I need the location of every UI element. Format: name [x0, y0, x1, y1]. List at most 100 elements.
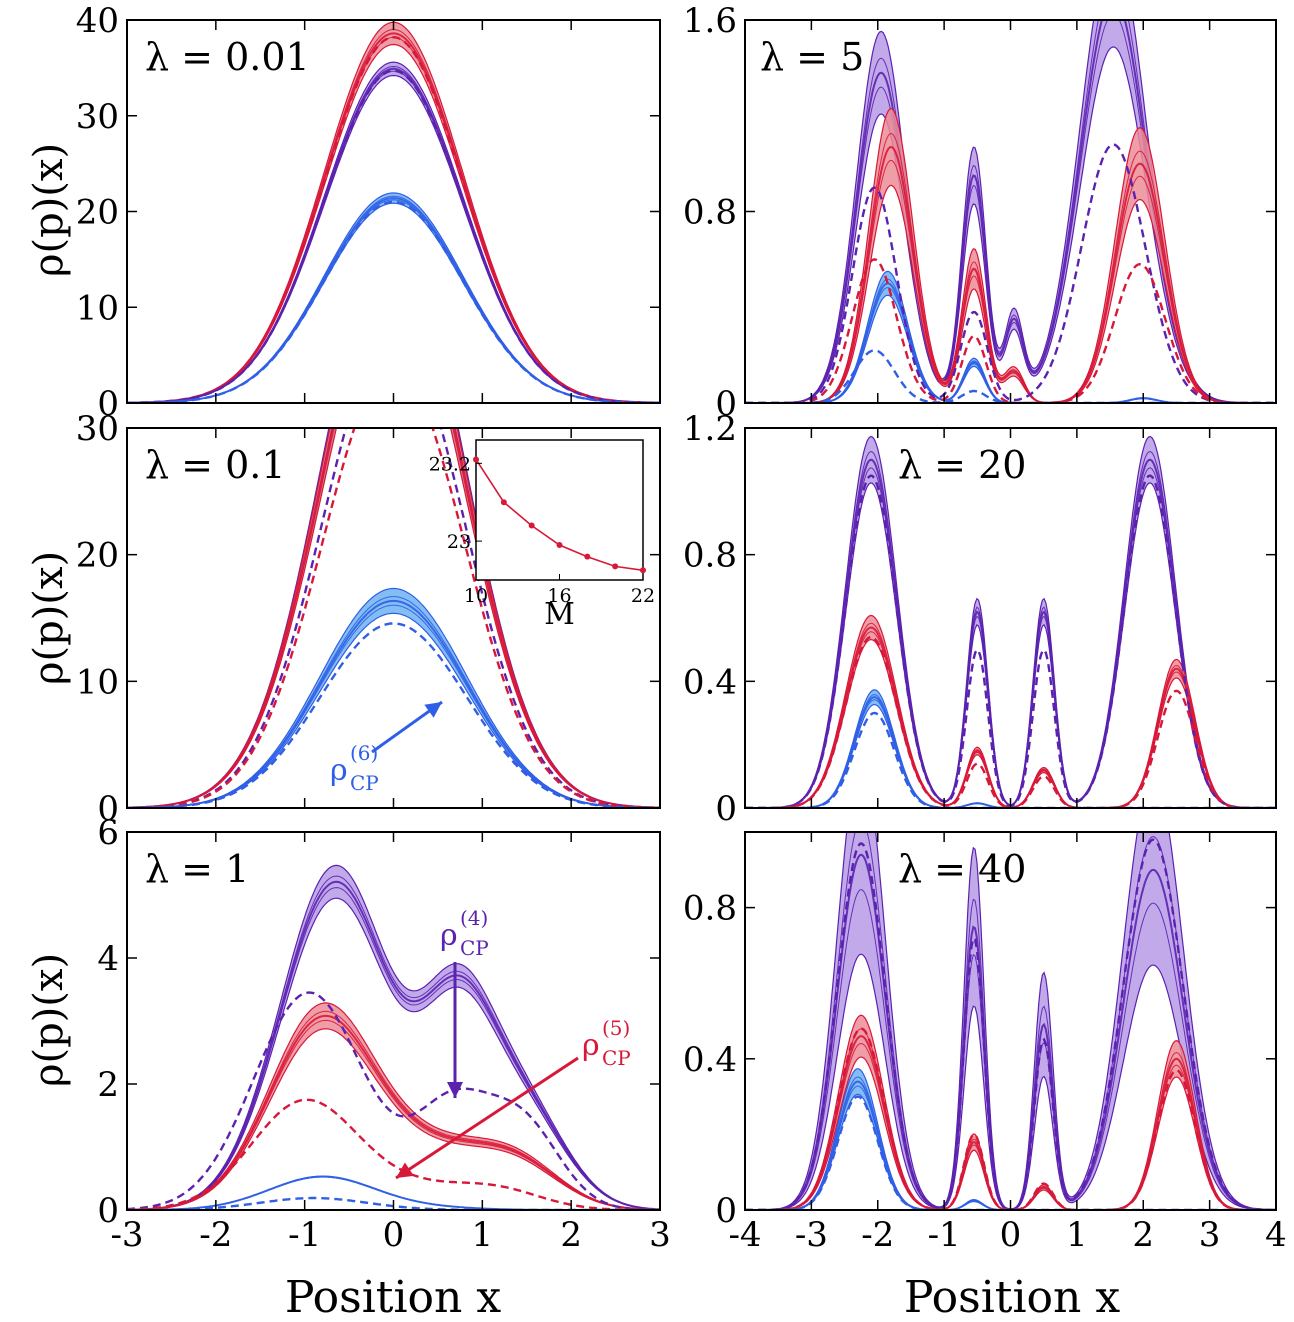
line-ρ(6)-0: [127, 195, 660, 403]
y-tick-label: 0: [97, 1191, 119, 1231]
band-ρ(5): [127, 21, 660, 403]
dashed-ρCP(5): [745, 1027, 1276, 1210]
annotation-sub: CP: [602, 1046, 631, 1070]
band-ρ(5): [127, 1002, 660, 1210]
band-ρ(4): [127, 61, 660, 403]
x-tick-label: 4: [1265, 1215, 1287, 1255]
lambda-label: λ = 0.1: [145, 443, 286, 487]
y-axis-title-row1: ρ(p)(x): [26, 143, 72, 277]
line-ρ(5)-2: [127, 428, 660, 808]
line-ρ(6)-2: [745, 696, 1276, 808]
x-tick-label: -4: [728, 1215, 761, 1255]
annotation-arrowhead: [447, 1082, 463, 1098]
band-ρ(4): [127, 864, 660, 1210]
y-tick-label: 0: [715, 789, 737, 829]
annotation-text: ρ: [330, 753, 348, 788]
y-tick-label: 4: [97, 939, 119, 979]
dashed-ρCP(6): [127, 622, 660, 808]
inset-point: [612, 563, 619, 570]
y-axis-title-text: ρ(p)(x): [26, 551, 72, 685]
x-tick-label: 1: [1066, 1215, 1088, 1255]
band-ρ(6): [745, 270, 1276, 403]
x-tick-label: -2: [199, 1215, 232, 1255]
line-ρ(5)-1: [745, 160, 1276, 403]
line-ρ(4)-2: [745, 458, 1276, 808]
panel-d: 0 0.4 0.8 1.2 λ = 20: [683, 409, 1277, 829]
y-tick-label: 0.8: [683, 889, 737, 929]
line-ρ(4)-1: [745, 467, 1276, 808]
inset: 10 16 22 23 23.2 M: [429, 439, 655, 632]
y-tick-label: 30: [76, 97, 119, 137]
y-tick-label: 10: [76, 662, 119, 702]
line-ρ(5)-0: [745, 622, 1276, 808]
x-tick-label: -1: [288, 1215, 321, 1255]
dashed-ρCP(4): [127, 69, 660, 403]
annotation-sup: (6): [350, 741, 378, 765]
inset-frame: [475, 439, 644, 581]
band-ρ(6): [127, 587, 660, 808]
line-ρ(6)-1: [745, 699, 1276, 808]
y-tick-label: 0: [97, 789, 119, 829]
inset-y-tick-label: 23: [447, 531, 471, 553]
annotation-sup: (4): [460, 906, 488, 930]
y-axis-title-text: ρ(p)(x): [26, 953, 72, 1087]
line-ρ(4)-0: [745, 451, 1276, 808]
line-ρ(5)-0: [127, 28, 660, 403]
line-ρ(5)-0: [745, 133, 1276, 403]
plot-area: [127, 21, 660, 403]
dashed-ρCP(5): [127, 428, 660, 808]
dashed-ρCP(6): [127, 200, 660, 403]
x-tick-label: 2: [1132, 1215, 1154, 1255]
x-tick-label: 2: [560, 1215, 582, 1255]
y-tick-label: 0: [715, 384, 737, 424]
y-tick-label: 0: [97, 384, 119, 424]
panel-a: 0 10 20 30 40 λ = 0.01: [76, 1, 661, 424]
y-tick-label: 0.8: [683, 193, 737, 233]
annotation-cp5: ρ (5) CP: [395, 1016, 631, 1180]
panel-f: -4 -3 -2 -1 0 1 2 3 4 0 0.4 0.8 λ = 40: [683, 831, 1287, 1255]
y-tick-label: 0: [715, 1191, 737, 1231]
line-ρ(5)-2: [127, 1014, 660, 1210]
y-tick-label: 20: [76, 536, 119, 576]
panel-b: 0 0.8 1.6 λ = 5: [683, 1, 1277, 424]
inset-point: [528, 522, 535, 529]
line-ρ(5)-2: [745, 626, 1276, 808]
annotation-sub: CP: [350, 771, 379, 795]
x-tick-label: 1: [472, 1215, 494, 1255]
annotation-arrowhead: [424, 702, 442, 718]
plot-area: [745, 435, 1276, 808]
y-tick-label: 30: [76, 409, 119, 449]
line-ρ(6)-1: [127, 199, 660, 403]
inset-point: [500, 499, 507, 506]
x-tick-label: 0: [383, 1215, 405, 1255]
line-ρ(4)-1: [127, 70, 660, 403]
lambda-label: λ = 0.01: [145, 35, 310, 79]
plot-area: [127, 864, 660, 1210]
dashed-ρCP(4): [745, 143, 1276, 403]
y-axis-title-text: ρ(p)(x): [26, 143, 72, 277]
x-axis-title-left: Position x: [285, 1272, 502, 1322]
line-ρ(4)-2: [127, 67, 660, 403]
y-axis-title-row2: ρ(p)(x): [26, 551, 72, 685]
annotation-sub: CP: [460, 936, 489, 960]
y-tick-label: 1.6: [683, 1, 737, 41]
y-tick-label: 40: [76, 1, 119, 41]
x-tick-label: -2: [861, 1215, 894, 1255]
lambda-label: λ = 40: [898, 847, 1026, 891]
band-ρ(5): [745, 108, 1276, 403]
line-ρ(4)-1: [127, 887, 660, 1210]
dashed-ρCP(4): [745, 474, 1276, 808]
y-tick-label: 2: [97, 1065, 119, 1105]
annotation-cp6: ρ (6) CP: [330, 700, 443, 795]
dashed-ρCP(4): [745, 838, 1276, 1210]
line-ρ(6)-2: [127, 197, 660, 403]
lambda-label: λ = 1: [145, 847, 249, 891]
inset-y-tick-label: 23.2: [429, 453, 471, 475]
annotation-sup: (5): [602, 1016, 630, 1040]
band-ρ(4): [745, 435, 1276, 808]
line-ρ(5)-1: [127, 36, 660, 403]
x-tick-label: 3: [1199, 1215, 1221, 1255]
annotation-arrowhead: [396, 1162, 414, 1178]
